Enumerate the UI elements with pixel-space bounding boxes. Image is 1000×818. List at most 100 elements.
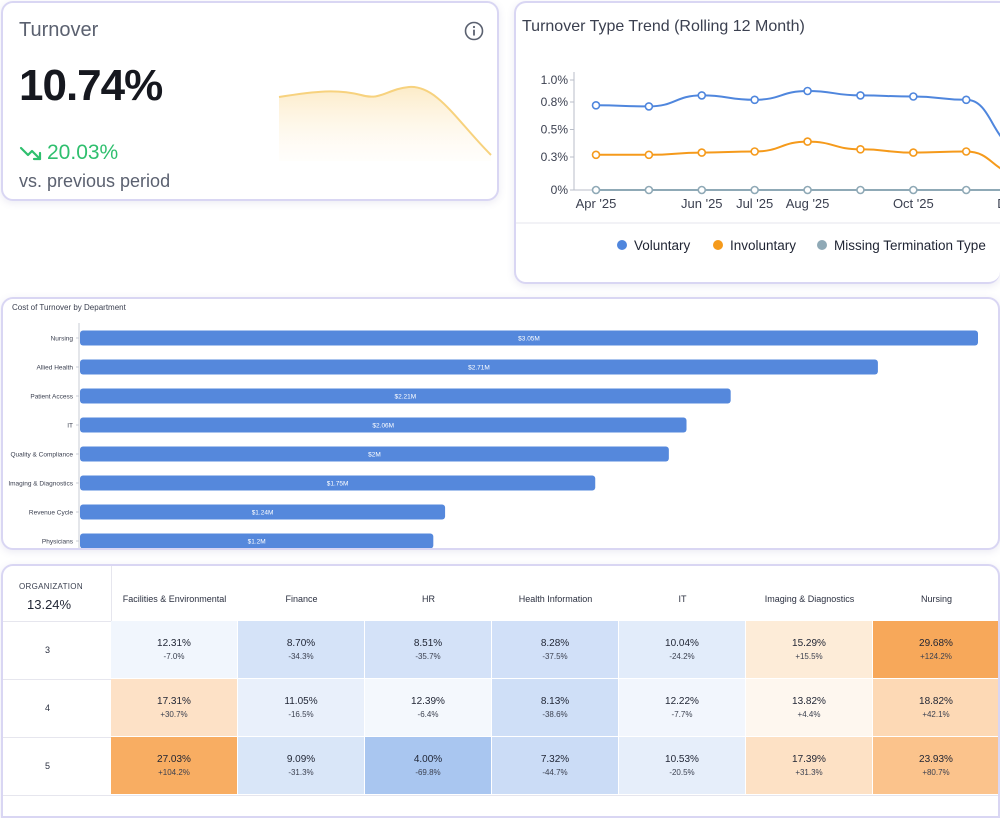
heatmap-column-header[interactable]: Health Information [518,594,593,604]
heatmap-column-header[interactable]: Nursing [920,594,952,604]
trend-point[interactable] [803,185,812,195]
trend-point[interactable] [697,148,707,157]
trend-point[interactable] [644,150,654,160]
trend-x-tick-label: Apr '25 [576,196,617,211]
heatmap-cell-delta: -44.7% [542,768,568,777]
heatmap-cell[interactable]: 12.39% -6.4% [365,679,492,737]
trend-point[interactable] [856,185,865,195]
heatmap-cell[interactable]: 10.04% -24.2% [619,621,746,679]
dept-bar[interactable] [80,446,669,462]
heatmap-cell-value: 8.28% [540,638,570,649]
trend-point[interactable] [697,91,707,100]
heatmap-cell[interactable]: 15.29% +15.5% [746,621,873,679]
legend-swatch [617,240,627,250]
trend-point[interactable] [644,102,654,111]
heatmap-cell[interactable]: 17.31% +30.7% [111,679,238,737]
heatmap-cell[interactable]: 8.70% -34.3% [238,621,365,679]
dept-bar[interactable] [80,359,878,375]
heatmap-cell[interactable]: 10.53% -20.5% [619,737,746,795]
heatmap-cell[interactable]: 13.82% +4.4% [746,679,873,737]
heatmap-cell[interactable]: 27.03% +104.2% [111,737,238,795]
heatmap-row-label: 4 [45,703,51,713]
heatmap-cell[interactable]: 12.22% -7.7% [619,679,746,737]
heatmap-cell-delta: -31.3% [288,768,314,777]
trend-point[interactable] [803,86,812,96]
heatmap-cell-value: 12.39% [411,696,445,707]
heatmap-cell-delta: +124.2% [920,652,952,661]
heatmap-cell-delta: +31.3% [795,768,823,777]
heatmap-cell-value: 13.82% [792,696,826,707]
heatmap-cell-value: 10.53% [665,754,699,765]
dept-bar[interactable] [80,504,446,520]
heatmap-cell[interactable]: 8.51% -35.7% [365,621,492,679]
legend-item-involuntary[interactable]: Involuntary [713,238,796,253]
trend-point[interactable] [803,137,812,146]
heatmap-cell[interactable]: 12.31% -7.0% [111,621,238,679]
dept-category-label: IT [67,423,73,430]
dept-bar-value-label: $1.75M [327,481,349,488]
dept-bar[interactable] [80,417,687,433]
heatmap-cell-delta: -24.2% [669,652,695,661]
trend-point[interactable] [909,148,918,157]
legend-label: Missing Termination Type [834,238,986,253]
trend-point[interactable] [961,185,971,195]
trend-point[interactable] [909,92,918,101]
heatmap-column-header[interactable]: IT [678,594,687,604]
heatmap-column-header[interactable]: Facilities & Environmental [122,594,227,604]
dept-bar[interactable] [80,330,978,346]
heatmap-cell-value: 4.00% [413,754,443,765]
heatmap-cell-delta: +4.4% [797,710,821,719]
heatmap-cell[interactable]: 4.00% -69.8% [365,737,492,795]
trend-y-tick-label: 0.5% [541,123,569,137]
heatmap-cell-delta: +104.2% [158,768,190,777]
trend-x-tick-label: Jul '25 [736,196,773,211]
heatmap-column-header[interactable]: HR [422,594,435,604]
heatmap-cell-value: 27.03% [157,754,191,765]
dept-bar-value-label: $2M [368,452,381,459]
heatmap-cell[interactable]: 9.09% -31.3% [238,737,365,795]
trend-point[interactable] [856,145,865,154]
legend-item-missing-termination-type[interactable]: Missing Termination Type [817,238,986,253]
heatmap-cell[interactable]: 7.32% -44.7% [492,737,619,795]
trend-point[interactable] [697,185,707,195]
trend-point[interactable] [909,185,918,195]
heatmap-cell-value: 15.29% [792,638,826,649]
trend-y-tick-label: 0% [551,183,569,197]
heatmap-column-header[interactable]: Imaging & Diagnostics [764,594,855,604]
dept-bar[interactable] [80,388,731,404]
trend-down-icon [19,146,42,161]
dept-bar-value-label: $3.05M [518,336,540,343]
cost-of-turnover-card: Cost of Turnover by Department Nursing $3… [1,297,1000,550]
heatmap-column-header[interactable]: Finance [285,594,318,604]
trend-point[interactable] [856,91,865,100]
heatmap-cell[interactable]: 11.05% -16.5% [238,679,365,737]
heatmap-cell[interactable]: 23.93% +80.7% [873,737,998,795]
trend-x-tick-label: Dec '25 [997,196,1000,211]
trend-x-tick-label: Jun '25 [681,196,723,211]
heatmap-cell[interactable]: 17.39% +31.3% [746,737,873,795]
trend-point[interactable] [591,101,601,110]
heatmap-cell[interactable]: 8.28% -37.5% [492,621,619,679]
info-icon[interactable] [464,21,484,41]
trend-point[interactable] [591,185,601,195]
heatmap-cell[interactable]: 18.82% +42.1% [873,679,998,737]
trend-point[interactable] [750,185,759,195]
trend-point[interactable] [750,147,759,156]
dept-bar[interactable] [80,475,596,491]
heatmap-cell-value: 8.13% [540,696,570,707]
trend-point[interactable] [961,147,971,156]
legend-item-voluntary[interactable]: Voluntary [617,238,691,253]
trend-point[interactable] [961,95,971,105]
heatmap-cell-value: 12.31% [157,638,191,649]
heatmap-cell-delta: +15.5% [795,652,823,661]
organization-label: ORGANIZATION [19,582,83,591]
trend-point[interactable] [644,185,654,195]
dept-bar[interactable] [80,533,434,549]
trend-line-chart: 1.0% 0.8% 0.5% 0.3% 0% Apr '25 Jun '25 Jul '25 A… [516,72,1000,253]
trend-point[interactable] [750,95,759,105]
trend-point[interactable] [591,150,601,160]
heatmap-header-divider [111,566,112,622]
heatmap-cell[interactable]: 8.13% -38.6% [492,679,619,737]
heatmap-cell[interactable]: 29.68% +124.2% [873,621,998,679]
turnover-kpi-card: Turnover 10.74% 20.03% vs. previous peri… [1,1,499,201]
